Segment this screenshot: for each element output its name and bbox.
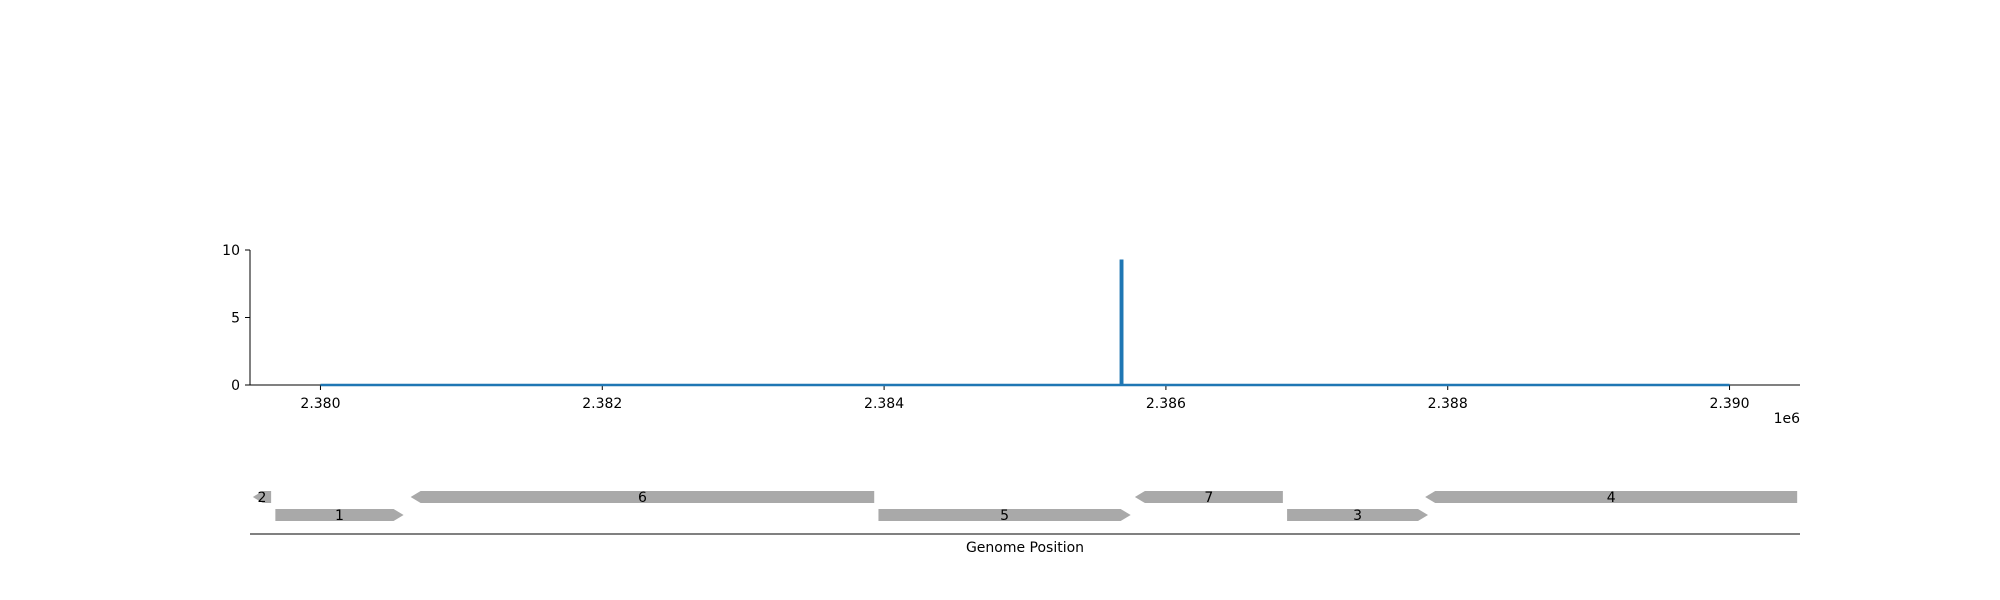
gene-7: 7 [1134,490,1283,506]
gene-label: 2 [258,490,267,506]
coverage-series [320,259,1730,387]
gene-label: 7 [1204,490,1213,506]
gene-label: 6 [638,490,647,506]
gene-5: 5 [878,508,1131,524]
coverage-axes [249,250,1800,386]
gene-3: 3 [1287,508,1428,524]
gene-arrow [275,509,404,521]
gene-label: 4 [1607,490,1616,506]
gene-arrow [1425,491,1798,503]
x-tick-label: 2.390 [1709,396,1749,412]
coverage-line [320,259,1730,387]
coverage-plot: 2.380 2.382 2.384 2.386 2.388 2.390 0 5 10 1e6 [222,243,1800,427]
x-offset-label: 1e6 [1774,411,1801,427]
x-ticks: 2.380 2.382 2.384 2.386 2.388 2.390 [300,385,1750,412]
gene-4: 4 [1425,490,1798,506]
y-tick-label: 0 [231,378,240,394]
gene-label: 3 [1353,508,1362,524]
gene-arrow [1287,509,1428,521]
gene-label: 1 [335,508,344,524]
x-tick-label: 2.382 [582,396,622,412]
y-tick-label: 5 [231,311,240,327]
gene-arrows: 2 1 6 5 7 3 4 [252,490,1798,524]
x-tick-label: 2.386 [1146,396,1186,412]
gene-arrow [878,509,1131,521]
gene-arrow [252,491,272,503]
gene-label: 5 [1000,508,1009,524]
x-tick-label: 2.384 [864,396,904,412]
y-ticks: 0 5 10 [222,243,250,394]
gene-track: 2 1 6 5 7 3 4 Genome Position [250,490,1800,556]
gene-6: 6 [410,490,875,506]
gene-1: 1 [275,508,404,524]
x-tick-label: 2.380 [300,396,340,412]
y-tick-label: 10 [222,243,240,259]
x-tick-label: 2.388 [1428,396,1468,412]
gene-arrow [1134,491,1283,503]
x-axis-label: Genome Position [966,540,1084,556]
gene-2: 2 [252,490,272,506]
gene-arrow [410,491,875,503]
